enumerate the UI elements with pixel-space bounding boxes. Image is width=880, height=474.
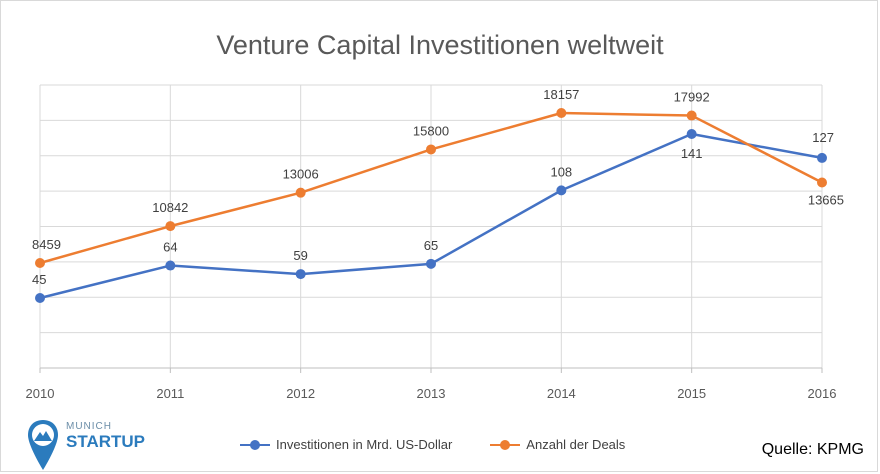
legend: Investitionen in Mrd. US-Dollar Anzahl d… xyxy=(240,437,663,452)
data-label-0-0: 45 xyxy=(32,272,46,287)
logo-text-top: MUNICH xyxy=(66,421,112,432)
x-tick-label: 2011 xyxy=(156,386,184,401)
x-tick-label: 2012 xyxy=(286,386,315,401)
data-point-0-3 xyxy=(426,258,436,269)
data-label-1-3: 15800 xyxy=(413,123,449,138)
data-label-0-5: 141 xyxy=(681,146,703,161)
x-tick-label: 2015 xyxy=(677,386,706,401)
x-tick-label: 2014 xyxy=(547,386,576,401)
data-label-1-2: 13006 xyxy=(283,167,319,182)
chart-title: Venture Capital Investitionen weltweit xyxy=(216,30,664,60)
source-note: Quelle: KPMG xyxy=(761,441,864,458)
data-label-0-1: 64 xyxy=(163,240,177,255)
data-point-0-2 xyxy=(295,269,306,280)
data-point-1-1 xyxy=(165,221,176,232)
data-point-0-6 xyxy=(817,152,827,163)
legend-label-deals: Anzahl der Deals xyxy=(526,437,626,452)
legend-swatch-investments xyxy=(240,439,270,450)
data-point-0-1 xyxy=(165,260,176,271)
x-tick-label: 2016 xyxy=(808,386,837,401)
data-point-1-2 xyxy=(295,187,306,198)
legend-label-investments: Investitionen in Mrd. US-Dollar xyxy=(276,437,453,452)
data-label-1-6: 13665 xyxy=(808,192,844,207)
legend-item-investments: Investitionen in Mrd. US-Dollar xyxy=(240,437,452,452)
data-label-1-4: 18157 xyxy=(543,87,579,102)
data-point-1-6 xyxy=(817,177,827,188)
data-point-0-0 xyxy=(35,293,45,303)
legend-swatch-deals xyxy=(490,439,521,450)
x-tick-label: 2013 xyxy=(417,386,446,401)
data-label-1-0: 8459 xyxy=(32,237,61,252)
x-tick-label: 2010 xyxy=(26,386,55,401)
map-pin-mountain-icon xyxy=(28,420,58,470)
data-label-1-1: 10842 xyxy=(152,200,188,215)
data-point-1-4 xyxy=(556,108,567,118)
data-point-1-0 xyxy=(35,258,45,268)
data-point-1-3 xyxy=(426,144,436,155)
data-label-1-5: 17992 xyxy=(674,90,710,105)
data-label-0-6: 127 xyxy=(812,130,834,145)
logo-text-bottom: STARTUP xyxy=(66,432,146,451)
munich-startup-logo: MUNICH STARTUP xyxy=(26,418,146,472)
data-label-0-3: 65 xyxy=(424,238,438,253)
data-label-0-4: 108 xyxy=(550,164,572,179)
data-point-0-5 xyxy=(686,129,697,139)
data-point-0-4 xyxy=(556,185,567,196)
legend-item-deals: Anzahl der Deals xyxy=(490,437,625,452)
data-label-0-2: 59 xyxy=(293,248,307,263)
data-point-1-5 xyxy=(686,110,697,121)
